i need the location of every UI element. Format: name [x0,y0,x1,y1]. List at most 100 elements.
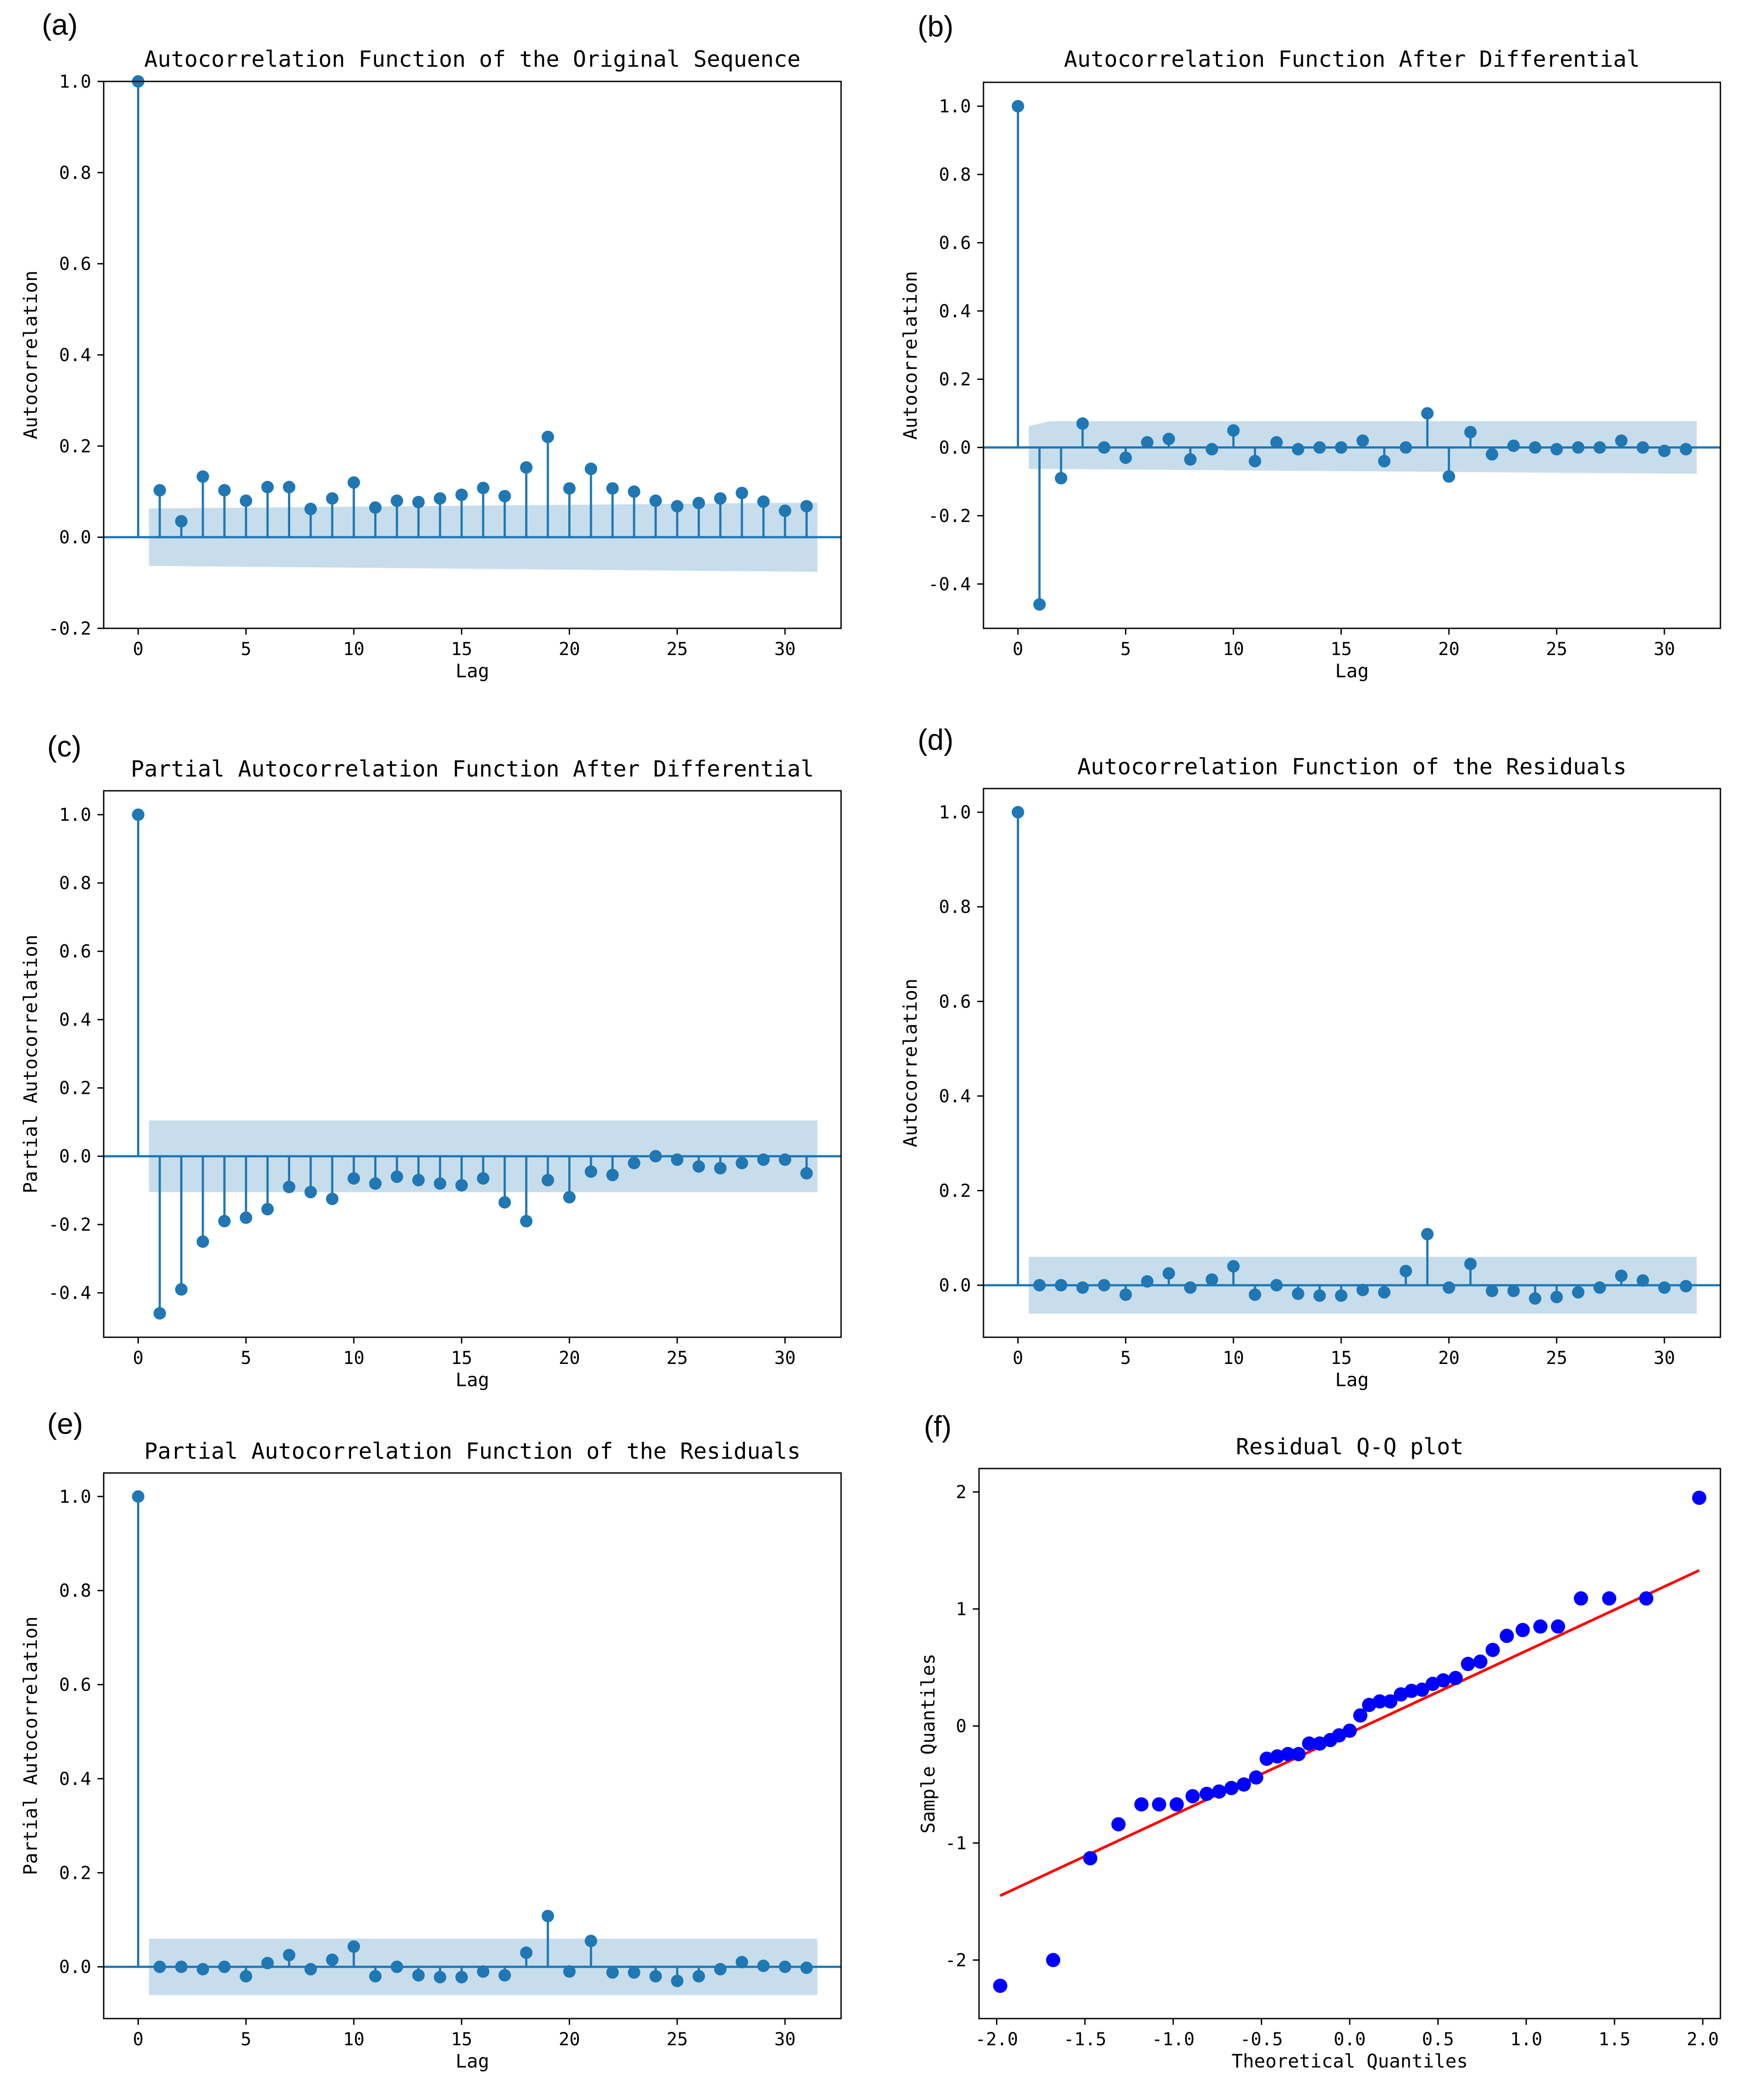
stem-marker [584,1934,597,1947]
y-tick-label: 1.0 [939,97,971,117]
stem-marker [218,484,231,497]
stem-marker [132,808,145,821]
stem-marker [175,515,188,528]
data-point [1046,1953,1060,1967]
stem-marker [1550,1291,1563,1303]
stem-marker [477,482,490,494]
stem-marker [1270,1279,1283,1292]
stem-marker [1442,1281,1455,1294]
stem-marker [1378,1286,1391,1299]
y-tick-label: 0.6 [939,233,971,253]
stem-marker [1636,441,1649,454]
stem-marker [736,486,749,499]
stem-marker [412,1173,425,1186]
y-tick-label: 0.0 [59,527,91,548]
stem-marker [606,1966,619,1979]
stem-marker [1119,1288,1132,1301]
stem-marker [1679,1280,1692,1293]
stem-marker [283,1949,295,1962]
y-tick-label: 0.6 [59,1675,91,1695]
y-tick-label: -0.4 [49,1283,91,1303]
data-point [1602,1591,1617,1606]
panel-b: (b) Autocorrelation Function After Differ… [899,10,1721,682]
chart-title: Autocorrelation Function of the Original… [144,46,801,72]
panel-label: (b) [918,10,954,43]
panel-d: (d) Autocorrelation Function of the Resid… [899,723,1721,1391]
stem-marker [498,490,511,502]
stem-marker [649,1970,662,1983]
stem-marker [671,1153,684,1166]
stem-marker [1529,1292,1542,1305]
y-tick-label: 0.6 [59,254,91,275]
stem-marker [477,1965,490,1978]
stem-marker [433,1971,446,1983]
x-tick-label: 0 [133,639,143,660]
y-tick-label: 0.8 [939,897,971,918]
data-point [1111,1817,1126,1832]
data-point [1281,1747,1295,1761]
stem-marker [1658,445,1671,457]
stem-marker [1012,806,1024,819]
stem-marker [627,1966,640,1979]
chart-title: Partial Autocorrelation Function of the … [144,1438,801,1464]
stem-marker [326,1953,339,1966]
stem-marker [369,501,382,514]
stem-marker [153,484,166,497]
y-tick-label: 1.0 [939,802,971,823]
stem-marker [218,1960,231,1973]
x-tick-label: 25 [1546,639,1567,660]
stem-marker [757,495,770,508]
x-tick-label: -1.5 [1064,2029,1106,2050]
y-tick-label: 0.2 [939,1181,971,1201]
y-tick-label: 0.4 [939,301,971,322]
panel-label: (a) [42,8,78,41]
stem-marker [1485,1284,1498,1297]
stem-marker [1507,439,1520,452]
panel-c: (c) Partial Autocorrelation Function Afte… [20,730,842,1391]
x-tick-label: 25 [1546,1348,1567,1368]
stem-marker [714,492,727,505]
y-tick-label: 0.8 [59,163,91,183]
stem-marker [1162,1267,1175,1280]
x-tick-label: 5 [1121,1348,1131,1368]
stem-marker [1335,441,1347,454]
stem-marker [218,1215,231,1228]
stem-marker [239,1211,252,1224]
stem-marker [1055,472,1068,485]
stem-marker [1335,1289,1347,1302]
panel-label: (f) [924,1410,951,1443]
stem-marker [455,1971,468,1983]
x-tick-label: 0.0 [1334,2029,1366,2050]
stem-marker [1141,436,1153,449]
stem-marker [1033,598,1046,611]
stem-marker [1400,1265,1412,1278]
stem-marker [153,1307,166,1320]
x-tick-label: 15 [1331,639,1352,660]
stem-marker [520,1215,533,1228]
y-tick-label: 0.8 [939,165,971,185]
x-tick-label: 0 [1012,1348,1023,1368]
stem-marker [736,1157,749,1169]
x-tick-label: 0 [133,2029,143,2050]
axes-frame [983,788,1721,1338]
stem-marker [283,481,295,494]
stem-marker [692,1970,705,1983]
stem-marker [563,1191,576,1204]
x-axis-label: Lag [1335,660,1369,682]
x-tick-label: 20 [558,2029,580,2050]
stem-marker [1076,417,1089,430]
data-point [1415,1683,1429,1697]
y-tick-label: 0.4 [59,1010,91,1030]
y-tick-label: 0.0 [59,1957,91,1978]
stem-marker [692,497,705,510]
data-point [1259,1752,1274,1766]
y-axis-label: Autocorrelation [20,271,41,439]
stem-marker [1572,1286,1585,1299]
panel-label: (e) [47,1407,83,1440]
data-point [1134,1797,1149,1812]
x-axis-label: Lag [1335,1369,1369,1391]
stem-marker [1636,1274,1649,1287]
x-tick-label: 15 [451,639,472,660]
stem-marker [671,1975,684,1987]
y-tick-label: 0 [956,1716,967,1737]
